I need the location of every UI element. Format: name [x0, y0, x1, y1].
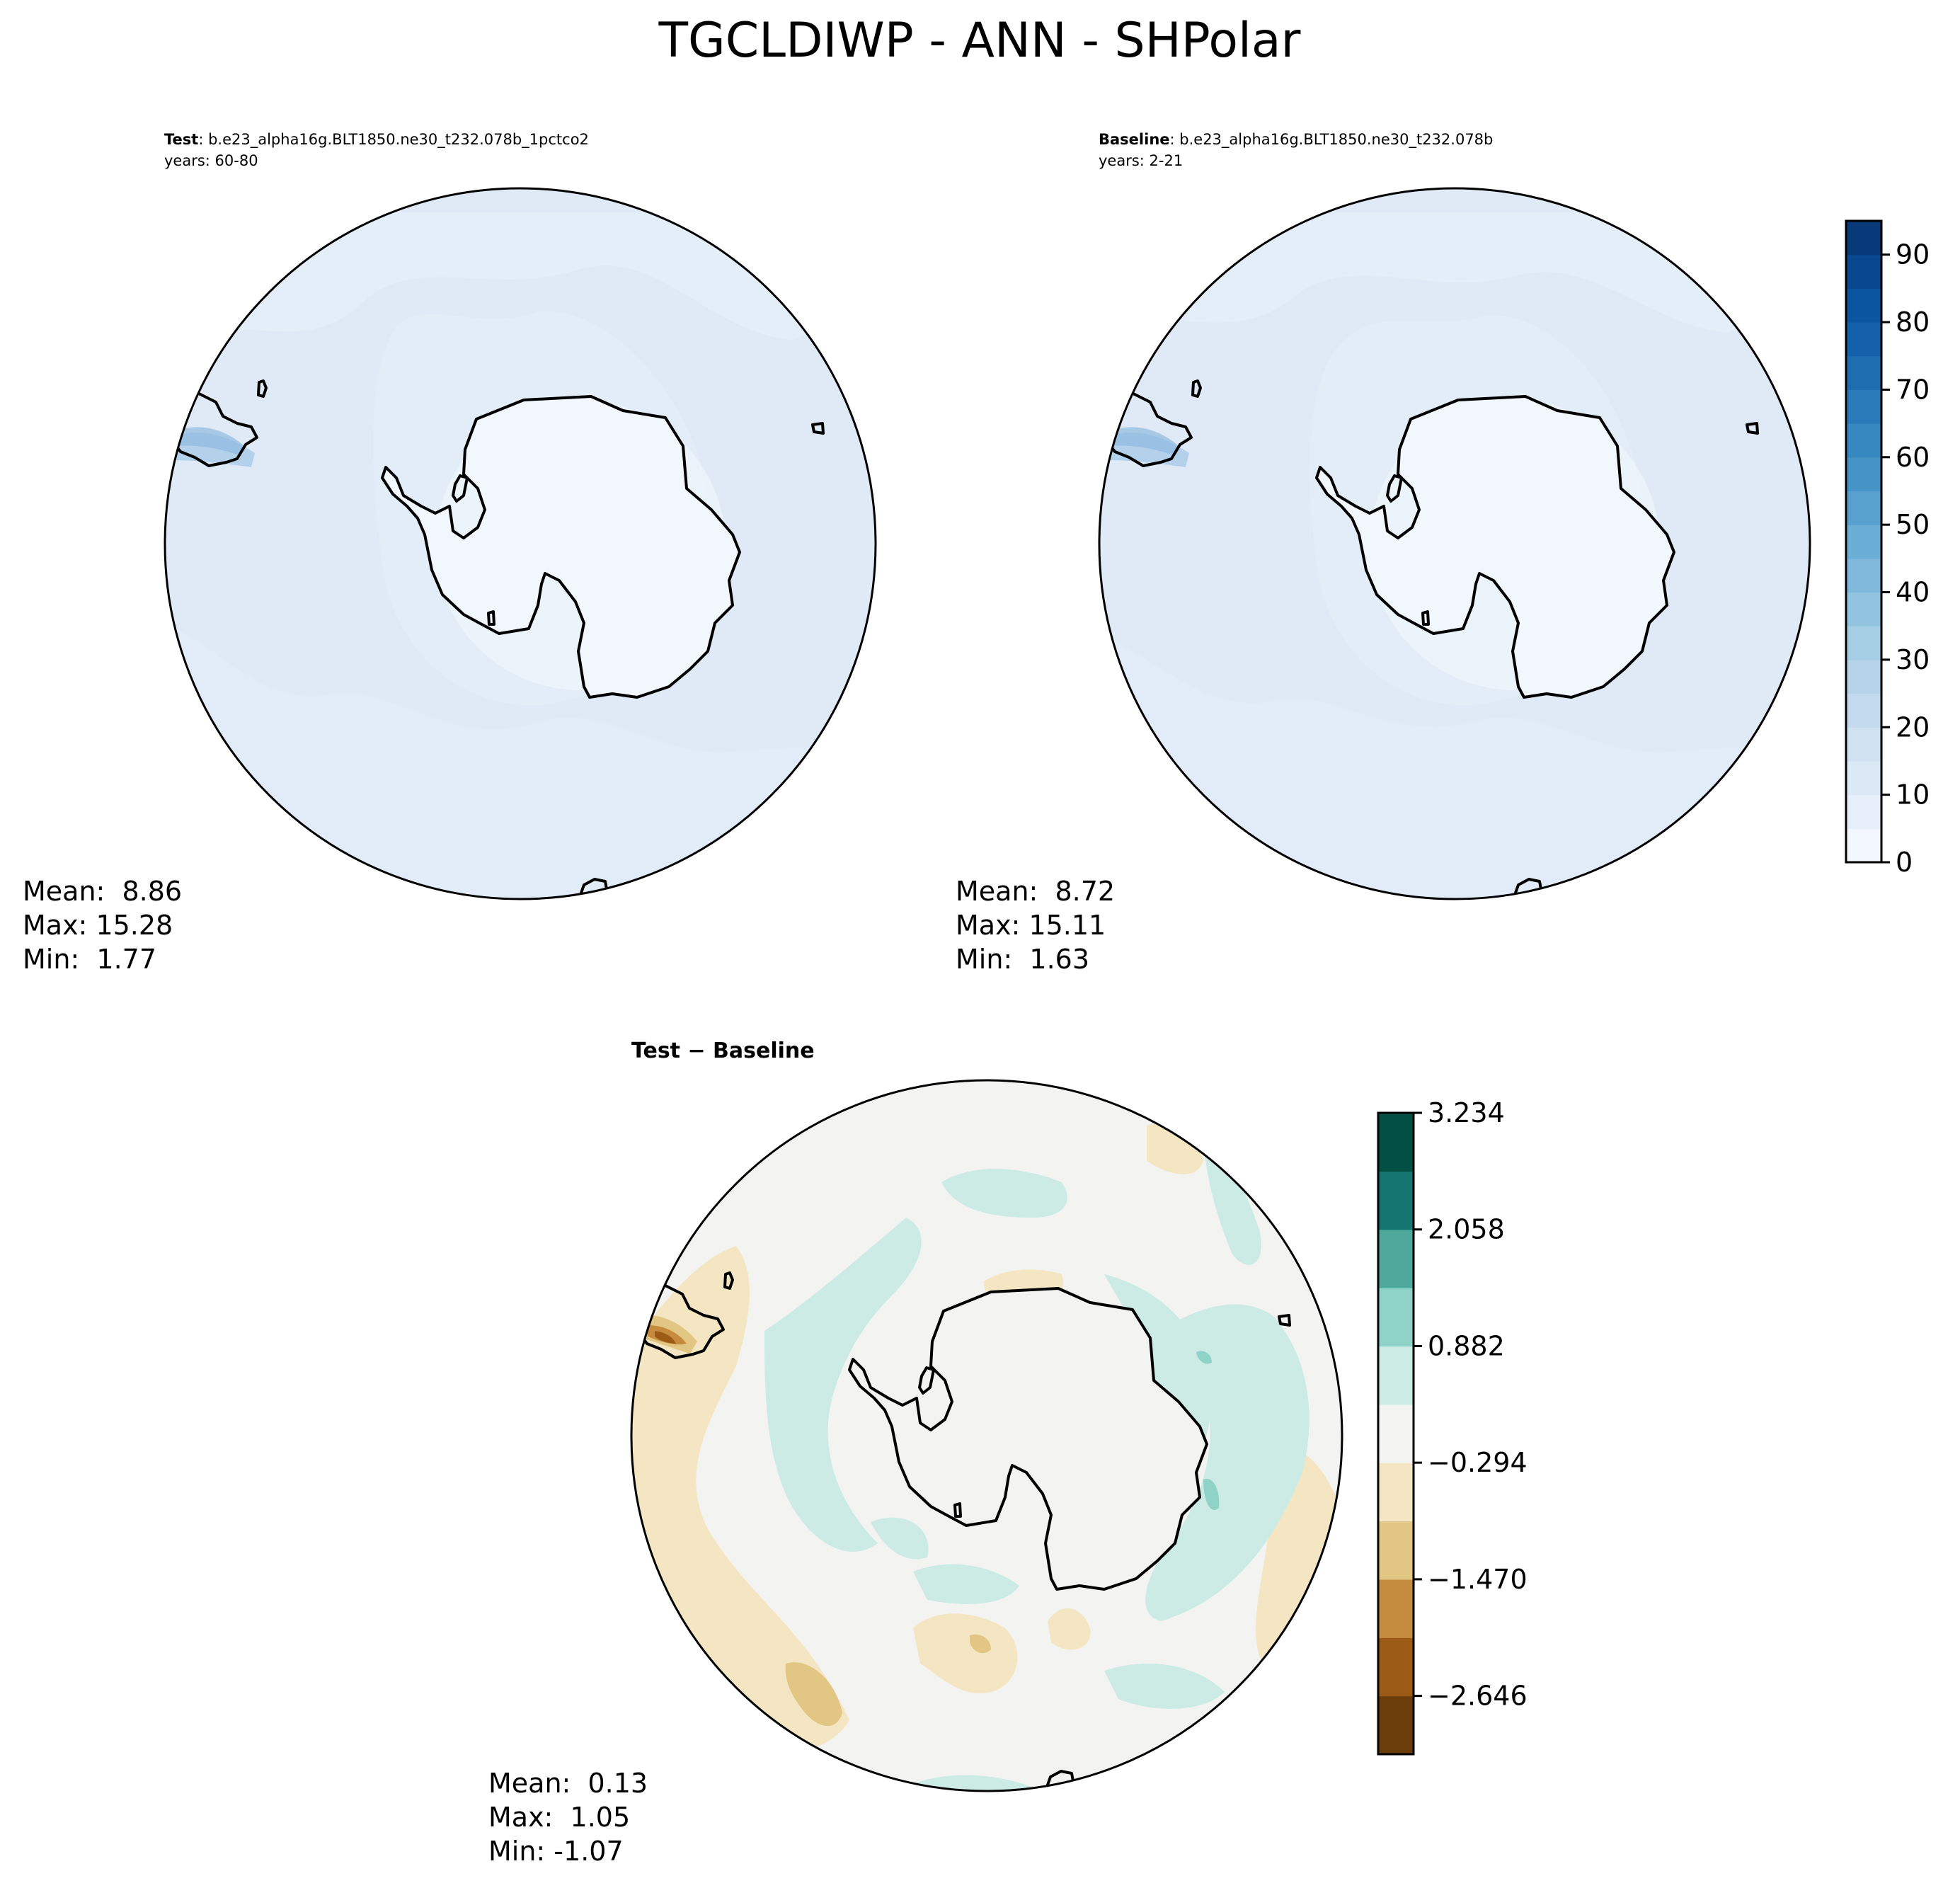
test-stat-min: Min: 1.77 — [23, 944, 156, 975]
test-stat-max: Max: 15.28 — [23, 910, 173, 941]
diff-stat-max: Max: 1.05 — [488, 1802, 630, 1833]
colorbar-tick-label: 80 — [1896, 307, 1930, 338]
colorbar-tick-label: 0.882 — [1428, 1330, 1505, 1361]
baseline-stat-min: Min: 1.63 — [956, 944, 1089, 975]
colorbar-tick-label: 70 — [1896, 374, 1930, 405]
colorbar-swatch — [1378, 1229, 1414, 1288]
colorbar-swatch — [1378, 1521, 1414, 1580]
test-map-boundary — [164, 187, 877, 900]
colorbar-tick-label: 20 — [1896, 711, 1930, 743]
colorbar-swatch — [1846, 794, 1881, 829]
diff-panel: Test − Baseline — [488, 1039, 1343, 1867]
colorbar-swatch — [1378, 1113, 1414, 1172]
colorbar-swatch — [1846, 491, 1881, 525]
baseline-map-boundary — [1098, 187, 1811, 900]
colorbar-swatch — [1378, 1288, 1414, 1347]
main-colorbar-swatches — [1846, 221, 1881, 863]
colorbar-tick-label: −1.470 — [1428, 1564, 1528, 1595]
colorbar-swatch — [1846, 254, 1881, 289]
colorbar-tick-label: 2.058 — [1428, 1214, 1505, 1245]
diff-colorbar-ticks: 3.234 2.058 0.882 −0.294 −1.470 −2.646 — [1414, 1097, 1528, 1712]
colorbar-swatch — [1846, 322, 1881, 357]
colorbar-tick-label: 40 — [1896, 577, 1930, 608]
baseline-label-bold: Baseline — [1099, 131, 1170, 148]
diff-panel-title: Test − Baseline — [631, 1039, 815, 1063]
diff-colorbar: 3.234 2.058 0.882 −0.294 −1.470 −2.646 — [1377, 1097, 1528, 1756]
colorbar-swatch — [1846, 693, 1881, 728]
diff-stat-min: Min: -1.07 — [488, 1836, 624, 1867]
test-stat-mean: Mean: 8.86 — [23, 876, 182, 907]
colorbar-swatch — [1846, 389, 1881, 424]
baseline-map — [1099, 188, 1810, 899]
colorbar-tick-label: 50 — [1896, 509, 1930, 540]
colorbar-swatch — [1846, 355, 1881, 391]
colorbar-swatch — [1378, 1463, 1414, 1522]
baseline-label-case: : b.e23_alpha16g.BLT1850.ne30_t232.078b — [1170, 131, 1494, 149]
colorbar-swatch — [1846, 592, 1881, 627]
baseline-years: years: 2-21 — [1099, 152, 1183, 169]
test-panel: Test: b.e23_alpha16g.BLT1850.ne30_t232.0… — [23, 131, 877, 975]
colorbar-swatch — [1378, 1579, 1414, 1638]
colorbar-tick-label: −2.646 — [1428, 1681, 1528, 1712]
baseline-panel-header: Baseline: b.e23_alpha16g.BLT1850.ne30_t2… — [1099, 131, 1493, 149]
baseline-stat-mean: Mean: 8.72 — [956, 876, 1115, 907]
colorbar-swatch — [1378, 1695, 1414, 1755]
test-years: years: 60-80 — [164, 152, 258, 169]
diff-colorbar-swatches — [1378, 1113, 1414, 1755]
colorbar-swatch — [1846, 558, 1881, 593]
main-colorbar: 0 10 20 30 40 50 60 70 80 90 — [1845, 219, 1930, 878]
colorbar-swatch — [1846, 760, 1881, 796]
colorbar-tick-label: 30 — [1896, 644, 1930, 675]
baseline-panel: Baseline: b.e23_alpha16g.BLT1850.ne30_t2… — [956, 131, 1811, 975]
diff-colorbar-frame — [1377, 1111, 1415, 1756]
colorbar-swatch — [1846, 525, 1881, 559]
baseline-stat-max: Max: 15.11 — [956, 910, 1106, 941]
colorbar-swatch — [1378, 1346, 1414, 1405]
colorbar-swatch — [1846, 221, 1881, 256]
colorbar-tick-label: 3.234 — [1428, 1097, 1505, 1128]
colorbar-swatch — [1846, 828, 1881, 863]
test-label-case: : b.e23_alpha16g.BLT1850.ne30_t232.078b_… — [198, 131, 589, 149]
colorbar-swatch — [1846, 659, 1881, 694]
main-colorbar-frame — [1845, 219, 1883, 864]
colorbar-tick-label: 90 — [1896, 239, 1930, 270]
colorbar-swatch — [1378, 1637, 1414, 1697]
colorbar-swatch — [1846, 626, 1881, 660]
colorbar-tick-label: 0 — [1896, 847, 1913, 878]
colorbar-swatch — [1846, 423, 1881, 458]
main-colorbar-ticks: 0 10 20 30 40 50 60 70 80 90 — [1881, 239, 1930, 878]
test-label-bold: Test — [164, 131, 198, 148]
colorbar-swatch — [1846, 727, 1881, 762]
test-panel-header: Test: b.e23_alpha16g.BLT1850.ne30_t232.0… — [164, 131, 589, 149]
colorbar-swatch — [1378, 1404, 1414, 1463]
colorbar-swatch — [1846, 457, 1881, 492]
test-map — [165, 188, 876, 899]
diff-map — [631, 1080, 1342, 1791]
diff-map-boundary — [630, 1079, 1343, 1792]
colorbar-tick-label: −0.294 — [1428, 1447, 1528, 1478]
colorbar-tick-label: 10 — [1896, 779, 1930, 811]
figure-title: TGCLDIWP - ANN - SHPolar — [658, 13, 1300, 69]
colorbar-tick-label: 60 — [1896, 442, 1930, 473]
colorbar-swatch — [1378, 1171, 1414, 1230]
colorbar-swatch — [1846, 288, 1881, 323]
diff-stat-mean: Mean: 0.13 — [488, 1768, 648, 1799]
